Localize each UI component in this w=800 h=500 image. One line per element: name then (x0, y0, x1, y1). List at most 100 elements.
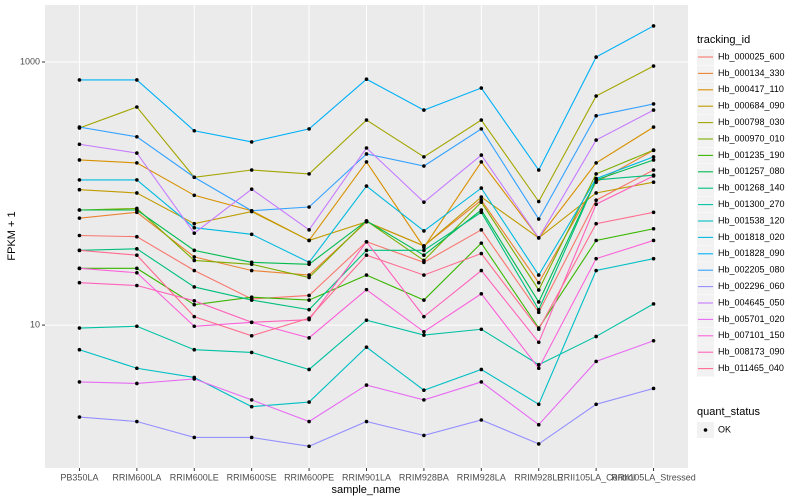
data-point (249, 404, 254, 409)
data-point (422, 258, 426, 263)
data-point (479, 291, 484, 296)
data-point (135, 419, 139, 424)
data-point (307, 228, 311, 232)
legend-label: Hb_002296_060 (718, 281, 785, 291)
legend-label: Hb_001828_090 (718, 248, 785, 258)
data-point (249, 268, 254, 273)
x-tick-label: RRIM928LE (514, 472, 563, 482)
data-point (479, 367, 484, 372)
legend-label: Hb_000798_030 (718, 117, 785, 127)
data-point (249, 187, 254, 191)
data-point (249, 333, 254, 338)
data-point (77, 208, 82, 212)
data-point (651, 168, 656, 172)
data-point (479, 195, 484, 199)
data-point (651, 108, 656, 112)
data-point (422, 329, 426, 334)
data-point (536, 280, 541, 285)
data-point (594, 55, 598, 59)
data-point (479, 251, 484, 256)
data-point (192, 258, 197, 263)
data-point (192, 231, 197, 235)
legend-label: Hb_001300_270 (718, 199, 785, 209)
data-point (249, 320, 254, 325)
data-point (651, 64, 656, 68)
data-point (479, 327, 484, 332)
data-point (422, 200, 426, 204)
data-point (422, 298, 426, 302)
data-point (651, 155, 656, 159)
data-point (249, 168, 254, 172)
data-point (364, 146, 369, 150)
data-point (364, 419, 369, 424)
data-point (249, 398, 254, 402)
data-point (422, 229, 426, 233)
data-point (594, 176, 598, 181)
legend-label: Hb_000025_600 (718, 51, 785, 61)
data-point (479, 380, 484, 384)
data-point (536, 362, 541, 367)
data-point (307, 419, 311, 424)
data-point (77, 158, 82, 162)
data-point (651, 256, 656, 261)
data-point (364, 239, 369, 244)
data-point (135, 324, 139, 329)
data-point (192, 248, 197, 253)
data-point (651, 174, 656, 178)
data-point (364, 219, 369, 223)
data-point (135, 78, 139, 82)
data-point (422, 164, 426, 168)
y-tick-label: 10 (30, 319, 40, 329)
data-point (192, 255, 197, 259)
data-point (651, 238, 656, 243)
legend-label: Hb_000134_330 (718, 68, 785, 78)
data-point (135, 247, 139, 251)
data-point (135, 234, 139, 239)
x-axis-title: sample_name (331, 484, 400, 496)
data-point (422, 108, 426, 112)
data-point (364, 345, 369, 349)
data-point (651, 338, 656, 343)
data-point (479, 200, 484, 204)
data-point (364, 273, 369, 277)
legend-label: Hb_001538_120 (718, 215, 785, 225)
data-point (77, 78, 82, 82)
data-point (192, 435, 197, 440)
data-point (479, 86, 484, 90)
legend-label: Hb_001268_140 (718, 183, 785, 193)
data-point (364, 248, 369, 253)
data-point (364, 287, 369, 292)
x-tick-label: PB350LA (60, 472, 98, 482)
data-point (594, 334, 598, 339)
data-point (307, 367, 311, 372)
data-point (536, 300, 541, 304)
data-point (479, 241, 484, 245)
y-tick-label: 1000 (20, 56, 40, 66)
data-point (651, 180, 656, 184)
data-point (594, 113, 598, 118)
legend-label: Hb_001235_190 (718, 150, 785, 160)
data-point (422, 314, 426, 319)
data-point (192, 225, 197, 230)
data-point (77, 266, 82, 271)
data-point (594, 268, 598, 273)
data-point (192, 302, 197, 307)
data-point (364, 77, 369, 82)
data-point (249, 435, 254, 440)
data-point (77, 125, 82, 129)
data-point (594, 161, 598, 165)
data-point (651, 148, 656, 152)
data-point (536, 422, 541, 427)
data-point (422, 244, 426, 248)
data-point (422, 433, 426, 438)
legend-label: Hb_002205_080 (718, 265, 785, 275)
data-point (192, 299, 197, 303)
y-axis-title: FPKM + 1 (6, 211, 18, 260)
data-point (249, 208, 254, 213)
data-point (536, 327, 541, 332)
data-point (364, 118, 369, 122)
data-point (479, 160, 484, 164)
data-point (536, 168, 541, 172)
x-tick-label: RRIM928BA (399, 472, 449, 482)
